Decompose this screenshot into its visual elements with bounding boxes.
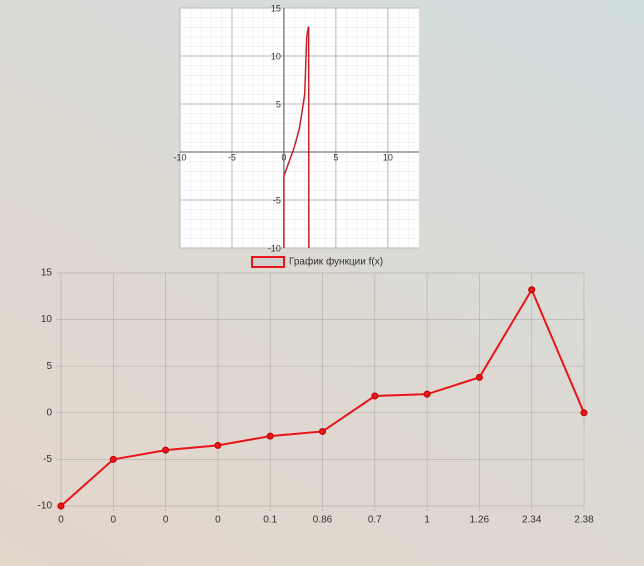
legend-swatch [251,256,285,268]
x-tick-label: -5 [228,152,236,162]
point [266,432,274,440]
x-tick-label: 0 [215,515,221,526]
y-tick-label: -5 [43,454,52,465]
point [580,409,588,417]
point [371,392,379,400]
x-tick-label: 0 [163,515,169,526]
point [423,390,431,398]
line-series [283,26,310,249]
point [475,373,483,381]
y-tick-label: 15 [41,268,53,279]
x-tick-label: 0 [58,515,64,526]
point [214,441,222,449]
point [109,455,117,463]
x-tick-label: 0.1 [263,515,277,526]
x-tick-label: 5 [333,152,338,162]
x-tick-label: 10 [383,152,393,162]
point [319,427,326,435]
x-tick-label: 2.34 [522,515,542,526]
y-tick-label: 0 [46,407,52,418]
y-tick-label: 10 [271,51,281,61]
point [528,286,536,294]
point [162,446,170,454]
y-tick-label: 15 [271,3,281,13]
y-tick-label: 10 [41,314,53,325]
y-tick-label: -10 [268,243,281,253]
x-tick-label: 0 [111,515,117,526]
x-tick-label: -10 [173,152,186,162]
y-tick-label: -10 [38,501,53,512]
legend-label: График функции f(x) [289,256,383,268]
x-tick-label: 0.7 [368,515,382,526]
x-tick-label: 2.38 [574,515,594,526]
x-tick-label: 1.26 [470,515,490,526]
point [57,502,65,510]
y-tick-label: 5 [276,99,281,109]
y-tick-label: -5 [273,195,281,205]
x-tick-label: 0.86 [313,515,333,526]
y-tick-label: 5 [46,361,52,372]
x-tick-label: 1 [424,515,430,526]
